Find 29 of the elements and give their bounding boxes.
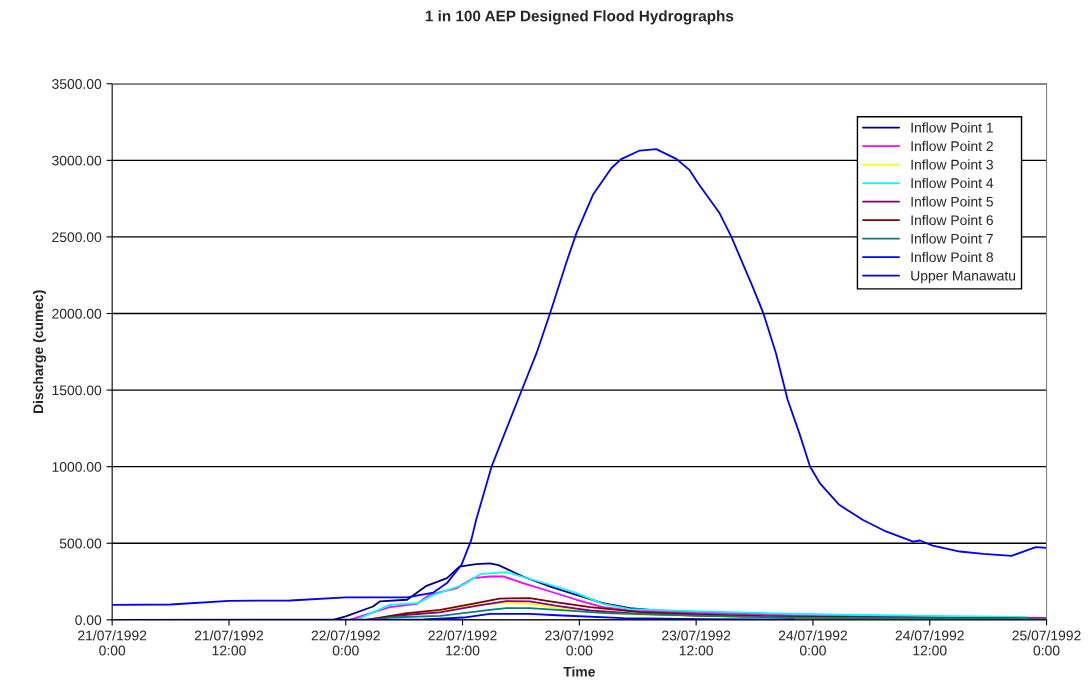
x-tick-label: 25/07/1992 0:00 [1012, 630, 1081, 656]
legend-label: Inflow Point 5 [911, 196, 994, 207]
x-tick-label: 23/07/1992 0:00 [545, 630, 614, 656]
y-tick-label: 1000.00 [52, 462, 102, 472]
legend-label: Inflow Point 7 [911, 233, 993, 244]
x-tick-label: 23/07/1992 12:00 [662, 630, 731, 656]
y-tick-label: 2000.00 [52, 308, 102, 319]
x-axis-title: Time [563, 666, 595, 677]
y-tick-label: 0.00 [75, 615, 102, 625]
x-tick-label: 24/07/1992 12:00 [895, 630, 964, 656]
y-axis-title: Discharge (cumec) [32, 290, 46, 413]
x-tick-label: 21/07/1992 12:00 [194, 630, 264, 656]
y-tick-label: 2500.00 [52, 232, 102, 243]
y-tick-label: 500.00 [59, 538, 102, 549]
x-tick-label: 22/07/1992 12:00 [428, 630, 497, 656]
legend-label: Inflow Point 8 [911, 251, 993, 263]
legend-label: Inflow Point 2 [911, 140, 993, 152]
y-tick-label: 3000.00 [52, 155, 102, 166]
legend-label: Inflow Point 6 [911, 214, 993, 226]
y-tick-label: 3500.00 [52, 79, 102, 89]
chart-title: 1 in 100 AEP Designed Flood Hydrographs [425, 10, 734, 25]
x-tick-label: 24/07/1992 0:00 [778, 630, 847, 656]
legend-label: Inflow Point 4 [911, 177, 994, 189]
legend-label: Inflow Point 1 [911, 122, 993, 133]
y-tick-label: 1500.00 [52, 385, 102, 396]
legend-label: Inflow Point 3 [911, 159, 993, 170]
x-tick-label: 22/07/1992 0:00 [311, 630, 380, 656]
x-tick-label: 21/07/1992 0:00 [78, 630, 147, 656]
legend-label: Upper Manawatu [911, 270, 1016, 284]
